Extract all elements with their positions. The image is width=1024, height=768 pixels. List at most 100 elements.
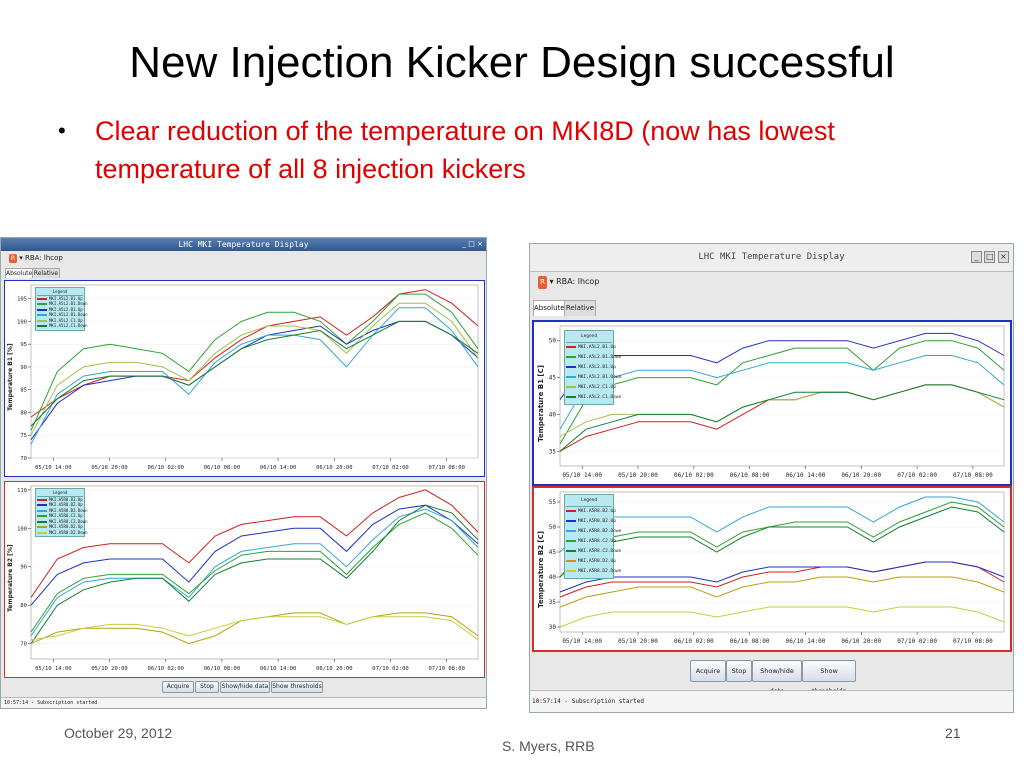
tab-absolute[interactable]: Absolute — [533, 300, 565, 316]
legend-label: MKI.A5R8.B2.Down — [578, 529, 622, 534]
legend-label: MKI.A5L2.B1.Down — [578, 375, 622, 380]
window-title: LHC MKI Temperature Display — [178, 240, 309, 249]
acquire-button[interactable]: Acquire — [690, 660, 726, 682]
legend-item: MKI.A5R8.C2.Up — [566, 537, 616, 547]
x-tick-label: 06/10 08:00 — [730, 638, 770, 645]
plot-area — [30, 485, 479, 660]
legend-label: MKI.A5L2.C1.Up — [49, 317, 83, 323]
legend-swatch — [37, 319, 47, 322]
legend-label: MKI.A5R8.C2.Up — [49, 513, 83, 518]
x-tick-label: 06/10 20:00 — [841, 638, 881, 645]
legend-label: MKI.A5R8.C2.Down — [49, 518, 88, 524]
legend-item: MKI.A5L2.B1.Up — [37, 307, 83, 313]
legend-item: MKI.A5R8.D2.Down — [566, 567, 621, 577]
menu-arrow-icon: ▾ — [19, 254, 23, 262]
legend-swatch — [566, 539, 576, 542]
status-text: 10:57:14 - Subscription started — [532, 698, 644, 705]
close-icon[interactable]: × — [998, 251, 1009, 263]
series-line — [30, 508, 479, 637]
legend-title: Legend — [37, 289, 83, 296]
legend-swatch — [566, 509, 576, 512]
minimize-icon[interactable]: _ — [970, 251, 982, 263]
y-tick-label: 50 — [549, 524, 557, 531]
show-thresholds-button[interactable]: Show thresholds — [802, 660, 856, 695]
x-tick-label: 06/10 02:00 — [674, 638, 714, 645]
legend-item: MKI.A5R8.B2.Down — [37, 508, 88, 514]
legend-item: MKI.A5L2.C1.Down — [37, 323, 88, 329]
y-tick-label: 45 — [549, 549, 557, 556]
bullet-marker: • — [58, 118, 66, 143]
show-thresholds-button[interactable]: Show thresholds — [271, 681, 323, 693]
x-tick-label: 06/10 20:00 — [316, 465, 352, 471]
tab-absolute[interactable]: Absolute — [5, 268, 33, 278]
acquire-button[interactable]: Acquire — [162, 681, 194, 693]
legend-swatch — [566, 569, 576, 572]
maximize-icon[interactable]: □ — [984, 251, 996, 263]
legend-item: MKI.A5R8.D2.Down — [37, 530, 88, 536]
minimize-icon[interactable]: _ — [462, 240, 467, 248]
series-line — [559, 384, 1005, 452]
menu-arrow-icon: ▾ — [549, 277, 554, 286]
legend-label: MKI.A5R8.B2.Up — [578, 519, 616, 524]
tab-relative[interactable]: Relative — [32, 268, 60, 278]
legend-item: MKI.A5R8.C2.Down — [566, 547, 621, 557]
show-hide-data-button[interactable]: Show/hide data — [752, 660, 802, 695]
y-tick-label: 35 — [549, 599, 557, 606]
slide-title: New Injection Kicker Design successful — [129, 38, 895, 87]
legend-label: MKI.A5L2.C1.Down — [578, 395, 622, 400]
footer-author: S. Myers, RRB — [502, 738, 595, 754]
status-text: 10:57:14 - Subscription started — [4, 700, 98, 706]
chart-legend: Legend MKI.A5R8.B2.Up MKI.A5R8.B2.Up MKI.A5… — [35, 488, 88, 537]
close-icon[interactable]: × — [477, 240, 483, 248]
temperature-window-right: LHC MKI Temperature Display _ □ × R ▾ RB… — [529, 243, 1014, 713]
x-tick-label: 05/10 20:00 — [91, 465, 127, 471]
y-axis-label: Temperature B1 [%] — [7, 343, 14, 411]
x-tick-label: 05/10 14:00 — [35, 666, 71, 672]
y-tick-label: 80 — [20, 410, 27, 416]
chart-legend: Legend MKI.A5L2.B1.Up MKI.A5L2.B1.Down MKI.… — [35, 287, 88, 331]
tab-relative[interactable]: Relative — [564, 300, 596, 316]
legend-item: MKI.A5L2.C1.Up — [566, 383, 616, 393]
footer-page-number: 21 — [945, 725, 961, 741]
x-tick-label: 06/10 20:00 — [316, 666, 352, 672]
legend-swatch — [566, 365, 576, 368]
legend-item: MKI.A5R8.D2.Up — [37, 524, 83, 530]
stop-button[interactable]: Stop — [195, 681, 219, 693]
window-controls: _ □ × — [463, 238, 483, 251]
y-tick-label: 100 — [17, 319, 27, 325]
window-controls: _ □ × — [970, 251, 1009, 263]
rba-menu[interactable]: R ▾ RBA: lhcop — [538, 275, 599, 289]
legend-label: MKI.A5L2.B1.Down — [578, 355, 622, 360]
legend-label: MKI.A5L2.B1.Up — [578, 345, 616, 350]
x-tick-label: 05/10 14:00 — [562, 638, 602, 645]
legend-item: MKI.A5R8.B2.Down — [566, 527, 621, 537]
legend-label: MKI.A5L2.B1.Up — [49, 295, 83, 301]
stop-button[interactable]: Stop — [726, 660, 752, 682]
x-tick-label: 06/10 20:00 — [841, 472, 881, 479]
temperature-window-left: LHC MKI Temperature Display _ □ × R ▾ RB… — [0, 237, 487, 709]
chart-panel-b1: 35 40 45 50 05/10 14:00 05/10 20:00 06/10 02:0… — [532, 320, 1012, 486]
x-tick-label: 06/10 08:00 — [204, 666, 240, 672]
maximize-icon[interactable]: □ — [468, 240, 475, 248]
show-hide-data-button[interactable]: Show/hide data — [220, 681, 270, 693]
legend-swatch — [37, 504, 47, 506]
rba-menu[interactable]: R ▾ RBA: lhcop — [9, 253, 63, 263]
legend-item: MKI.A5L2.C1.Up — [37, 318, 83, 324]
series-line — [30, 320, 479, 427]
legend-swatch — [37, 308, 47, 311]
y-tick-label: 70 — [20, 642, 27, 648]
x-tick-label: 07/10 08:00 — [428, 465, 464, 471]
legend-item: MKI.A5R8.C2.Down — [37, 519, 88, 525]
x-tick-label: 06/10 02:00 — [148, 465, 184, 471]
y-tick-label: 70 — [20, 456, 27, 462]
rba-label: RBA: lhcop — [24, 254, 63, 262]
status-bar: 10:57:14 - Subscription started — [530, 690, 1013, 712]
legend-item: MKI.A5L2.B1.Up — [37, 296, 83, 302]
legend-swatch — [37, 325, 47, 327]
series-line — [559, 496, 1005, 553]
x-tick-label: 05/10 20:00 — [618, 472, 658, 479]
series-line — [559, 340, 1005, 445]
series-line — [559, 561, 1005, 593]
legend-label: MKI.A5R8.D2.Up — [578, 559, 616, 564]
y-tick-label: 40 — [549, 411, 557, 418]
